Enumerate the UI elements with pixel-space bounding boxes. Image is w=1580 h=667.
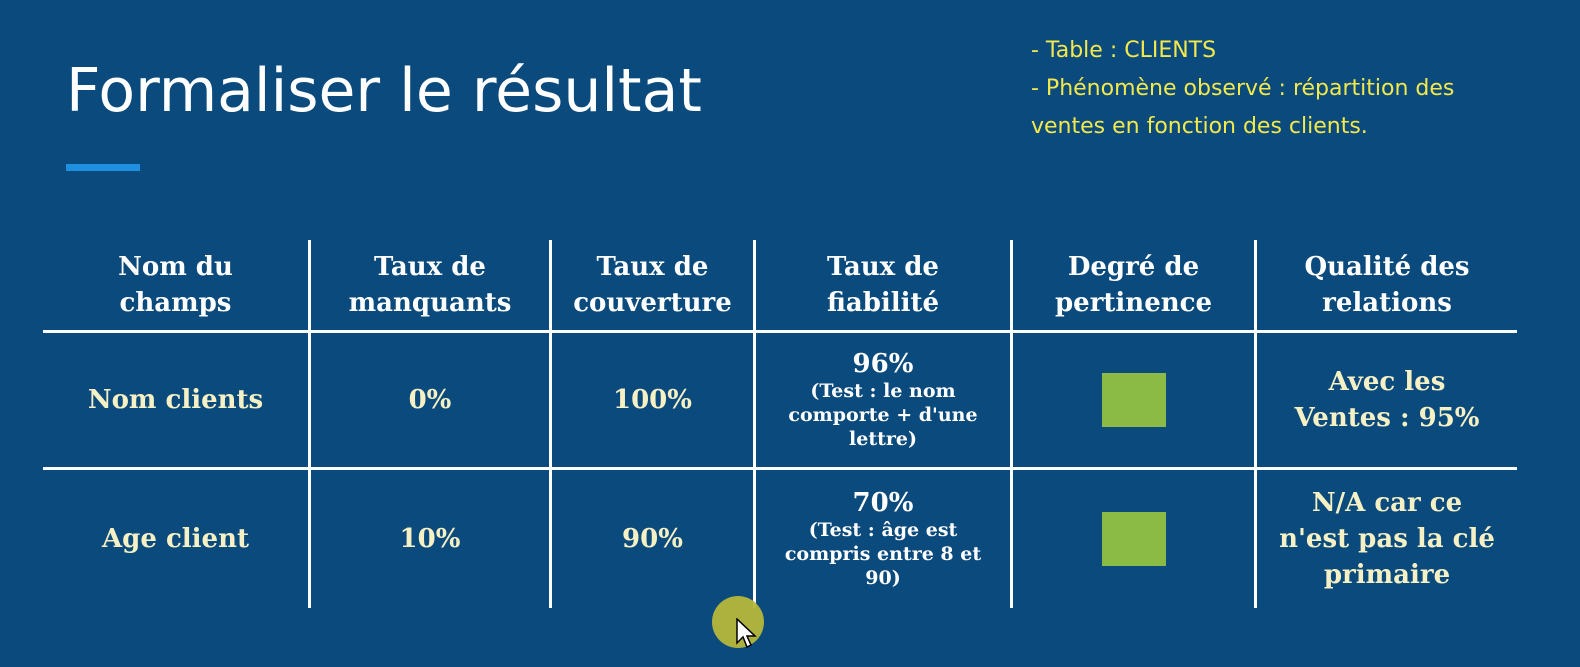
header-line: manquants <box>348 288 512 318</box>
relations-line: n'est pas la clé <box>1279 524 1495 554</box>
reliability-note-line: compris entre 8 et <box>784 543 982 565</box>
header-line: relations <box>1322 288 1452 318</box>
reliability-note-line: lettre) <box>849 428 917 450</box>
header-line: pertinence <box>1054 288 1213 318</box>
header-line: fiabilité <box>826 288 940 318</box>
table-row-divider <box>43 467 1517 470</box>
relations-line: Ventes : 95% <box>1294 403 1480 433</box>
table-column-divider <box>308 240 311 608</box>
note-line: - Phénomène observé : répartition des <box>1031 76 1455 101</box>
relevance-indicator <box>1101 373 1166 427</box>
row-1-relevance <box>1013 333 1254 467</box>
row-1-relations: Avec les Ventes : 95% <box>1257 333 1517 467</box>
slide-notes: - Table : CLIENTS - Phénomène observé : … <box>1031 32 1551 146</box>
reliability-note-line: 90) <box>865 567 901 589</box>
reliability-value: 70% <box>852 488 914 518</box>
quality-table: Nom du champs Taux de manquants Taux de … <box>43 240 1517 608</box>
header-line: Degré de <box>1067 252 1200 282</box>
header-line: champs <box>119 288 232 318</box>
table-header-divider <box>43 330 1517 333</box>
relations-line: Avec les <box>1328 367 1446 397</box>
row-2-relevance <box>1013 470 1254 608</box>
row-1-missing: 0% <box>408 385 452 415</box>
header-line: Taux de <box>827 252 939 282</box>
header-coverage-rate: Taux de couverture <box>552 240 753 330</box>
header-missing-rate: Taux de manquants <box>311 240 549 330</box>
relevance-indicator <box>1101 512 1166 566</box>
header-relevance: Degré de pertinence <box>1013 240 1254 330</box>
row-1-coverage: 100% <box>613 385 692 415</box>
header-field-name: Nom du champs <box>43 240 308 330</box>
header-reliability-rate: Taux de fiabilité <box>756 240 1010 330</box>
title-underline <box>66 164 140 171</box>
row-2-coverage: 90% <box>622 524 683 554</box>
header-line: couverture <box>573 288 732 318</box>
header-line: Qualité des <box>1304 252 1470 282</box>
cursor-icon <box>736 618 757 649</box>
table-column-divider <box>753 240 756 608</box>
reliability-note-line: (Test : âge est <box>808 519 958 541</box>
row-2-reliability: 70% (Test : âge est compris entre 8 et 9… <box>756 470 1010 608</box>
relations-line: N/A car ce <box>1311 488 1463 518</box>
row-1-field: Nom clients <box>87 385 264 415</box>
reliability-note-line: (Test : le nom <box>810 380 956 402</box>
table-column-divider <box>549 240 552 608</box>
note-line: ventes en fonction des clients. <box>1031 114 1368 139</box>
table-column-divider <box>1254 240 1257 608</box>
row-2-field: Age client <box>102 524 249 554</box>
row-2-missing: 10% <box>399 524 461 554</box>
table-column-divider <box>1010 240 1013 608</box>
row-1-reliability: 96% (Test : le nom comporte + d'une lett… <box>756 333 1010 467</box>
relations-line: primaire <box>1323 560 1451 590</box>
row-2-relations: N/A car ce n'est pas la clé primaire <box>1257 470 1517 608</box>
header-line: Taux de <box>596 252 709 282</box>
header-line: Nom du <box>118 252 233 282</box>
reliability-note-line: comporte + d'une <box>788 404 978 426</box>
slide-title: Formaliser le résultat <box>66 56 702 126</box>
reliability-value: 96% <box>852 349 914 379</box>
header-relations-quality: Qualité des relations <box>1257 240 1517 330</box>
header-line: Taux de <box>374 252 486 282</box>
note-line: - Table : CLIENTS <box>1031 38 1217 63</box>
